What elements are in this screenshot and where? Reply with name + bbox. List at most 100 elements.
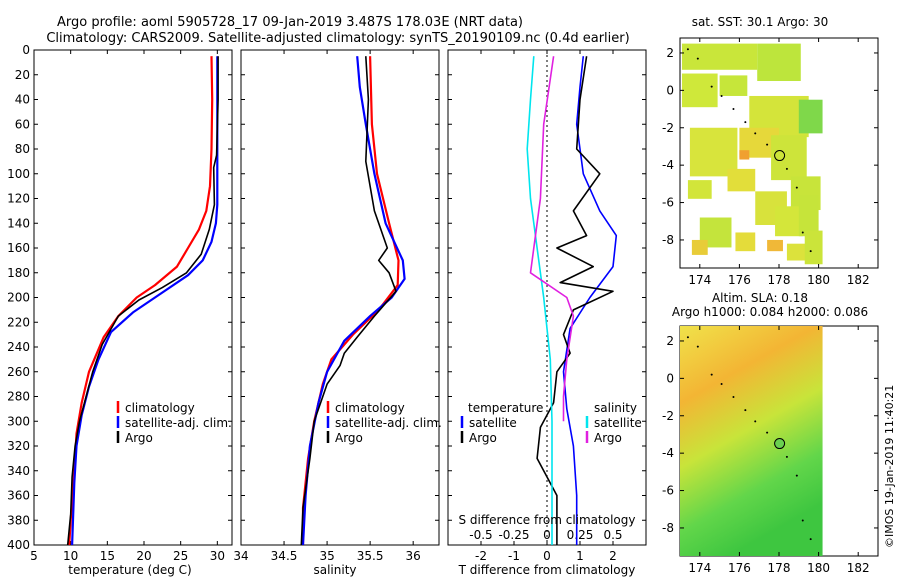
legend-argo: Argo: [335, 431, 363, 445]
sst-map: 174 176 178 180 182 2 0 -2 -4 -6 -8: [662, 38, 878, 287]
map-y-tick-label: -4: [662, 158, 674, 172]
legend-climatology: climatology: [335, 401, 405, 415]
map-x-tick-label: 176: [728, 561, 751, 575]
coastline-dot: [809, 538, 812, 541]
y-tick-label: 20: [15, 68, 30, 82]
series-line: [71, 56, 219, 546]
y-tick-label: 140: [7, 216, 30, 230]
sst-map-title: sat. SST: 30.1 Argo: 30: [692, 15, 829, 29]
map-y-tick-label: 2: [666, 334, 674, 348]
coastline-dot: [809, 250, 812, 253]
map-y-tick-label: -8: [662, 233, 674, 247]
map-y-tick-label: -8: [662, 521, 674, 535]
sst-cell: [681, 43, 758, 70]
sst-cell: [775, 206, 803, 237]
series-line: [300, 56, 397, 546]
sst-cell: [767, 239, 783, 252]
coastline-dot: [710, 373, 713, 376]
series-line: [562, 56, 618, 545]
y-tick-label: 0: [22, 43, 30, 57]
salinity-panel: [240, 49, 440, 546]
y-tick-label: 380: [7, 513, 30, 527]
y-tick-label: 240: [7, 340, 30, 354]
x-tick-label: 2: [609, 549, 617, 563]
map-y-tick-label: -2: [662, 409, 674, 423]
y-tick-label: 120: [7, 192, 30, 206]
difference-legend: temperature satellite Argo salinity sate…: [460, 401, 642, 445]
legend-s-argo: Argo: [594, 431, 622, 445]
x-tick-label: 35: [319, 549, 334, 563]
coastline-dot: [732, 108, 735, 111]
series-line: [529, 56, 575, 422]
legend-climatology: climatology: [125, 401, 195, 415]
coastline-dot: [696, 57, 699, 60]
y-tick-label: 80: [15, 142, 30, 156]
x-tick-label: 10: [63, 549, 78, 563]
y-tick-label: 340: [7, 464, 30, 478]
header-title: Argo profile: aoml 5905728_17 09-Jan-201…: [57, 15, 523, 30]
x-tick-label: 34.5: [271, 549, 298, 563]
map-x-tick-label: 174: [688, 273, 711, 287]
coastline-dot: [744, 121, 747, 124]
y-tick-label: 100: [7, 167, 30, 181]
sst-cell: [687, 180, 712, 199]
coastline-dot: [720, 382, 723, 385]
x-tick-label: -1: [508, 549, 520, 563]
series-line: [536, 56, 614, 545]
map-x-tick-label: 178: [768, 561, 791, 575]
coastline-dot: [686, 48, 689, 51]
y-tick-label: 300: [7, 414, 30, 428]
x-top-tick-label: -0.25: [498, 528, 529, 542]
x-top-tick-label: 0.25: [567, 528, 594, 542]
sst-cell: [804, 230, 823, 265]
map-y-tick-label: 0: [666, 371, 674, 385]
y-tick-label: 260: [7, 365, 30, 379]
sst-cell: [691, 239, 708, 255]
coastline-dot: [785, 167, 788, 170]
map-x-tick-label: 180: [807, 273, 830, 287]
salinity-chart: 34 34.5 35 35.5 36: [233, 49, 439, 563]
series-line: [66, 56, 219, 546]
x-top-tick-label: -0.5: [469, 528, 492, 542]
x-tick-label: 35.5: [357, 549, 384, 563]
sla-field: [680, 326, 823, 556]
sla-map-title: Altim. SLA: 0.18: [712, 291, 808, 305]
coastline-dot: [785, 455, 788, 458]
x-tick-label: -2: [475, 549, 487, 563]
x-tick-label: 15: [100, 549, 115, 563]
map-x-tick-label: 174: [688, 561, 711, 575]
coastline-dot: [744, 409, 747, 412]
coastline-dot: [795, 186, 798, 189]
temperature-panel: [33, 49, 233, 546]
legend-temperature-title: temperature: [468, 401, 543, 415]
map-y-tick-label: 0: [666, 83, 674, 97]
coastline-dot: [754, 420, 757, 423]
y-tick-label: 320: [7, 439, 30, 453]
float-marker: [774, 150, 786, 162]
coastline-dot: [766, 431, 769, 434]
y-tick-label: 60: [15, 117, 30, 131]
x-tick-label: 20: [136, 549, 151, 563]
temperature-xlabel: temperature (deg C): [68, 563, 191, 577]
y-tick-label: 160: [7, 241, 30, 255]
map-y-tick-label: -6: [662, 484, 674, 498]
float-marker: [774, 438, 786, 450]
coastline-dot: [801, 231, 804, 234]
coastline-dot: [710, 85, 713, 88]
series-line: [68, 56, 214, 546]
map-y-tick-label: -2: [662, 121, 674, 135]
x-tick-label: 5: [30, 549, 38, 563]
salinity-xlabel: salinity: [313, 563, 356, 577]
coastline-dot: [686, 336, 689, 339]
legend-t-satellite: satellite: [469, 416, 517, 430]
x-tick-label: 36: [406, 549, 421, 563]
map-x-tick-label: 180: [807, 561, 830, 575]
map-y-tick-label: -6: [662, 196, 674, 210]
coastline-dot: [801, 519, 804, 522]
header-subtitle: Climatology: CARS2009. Satellite-adjuste…: [46, 31, 629, 46]
sst-cell: [786, 243, 807, 261]
y-tick-label: 360: [7, 489, 30, 503]
coastline-dot: [732, 396, 735, 399]
